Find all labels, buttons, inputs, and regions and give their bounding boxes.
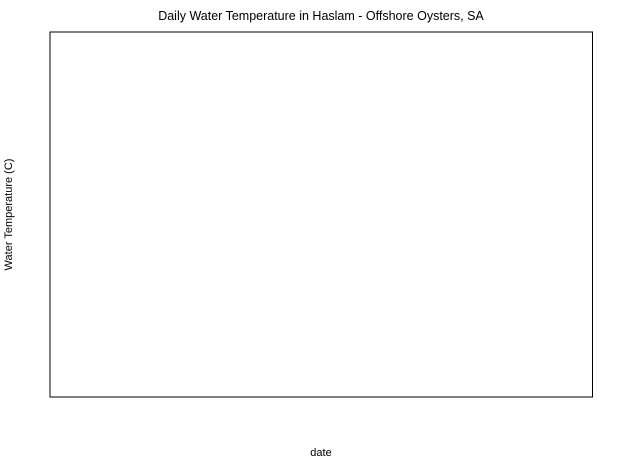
svg-text:Daily Water Temperature in Has: Daily Water Temperature in Haslam - Offs… (158, 9, 484, 23)
svg-text:Water Temperature (C): Water Temperature (C) (3, 159, 15, 271)
svg-text:date: date (310, 447, 331, 459)
